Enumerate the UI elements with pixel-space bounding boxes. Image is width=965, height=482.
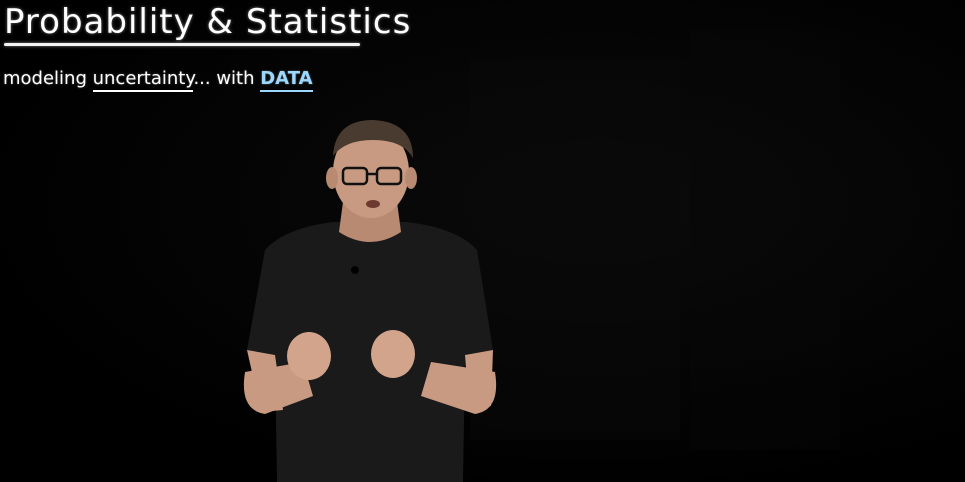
presenter-figure — [243, 120, 497, 482]
subtitle-part-with: ... with — [193, 68, 261, 89]
presenter-shirt — [247, 222, 493, 482]
presenter-ear — [405, 167, 417, 189]
presenter-hand-left — [287, 332, 331, 380]
board-title: Probability & Statistics — [4, 2, 412, 42]
presenter-forearm-right — [421, 362, 497, 414]
subtitle-part-uncertainty: uncertainty — [92, 68, 194, 92]
title-underline — [4, 43, 360, 46]
subtitle-part-modeling: modeling — [3, 68, 93, 89]
presenter-mouth — [366, 200, 380, 208]
presenter-ear — [326, 167, 338, 189]
subtitle-part-data: DATA — [260, 68, 313, 92]
presenter-glasses — [341, 166, 403, 186]
board-subtitle: modeling uncertainty... with DATA — [3, 68, 313, 92]
presenter-hand-right — [371, 330, 415, 378]
presenter-head — [333, 126, 409, 218]
lapel-microphone — [351, 266, 359, 274]
background-panel — [690, 30, 840, 450]
background-panel — [470, 60, 680, 440]
presenter-hair — [333, 120, 413, 158]
